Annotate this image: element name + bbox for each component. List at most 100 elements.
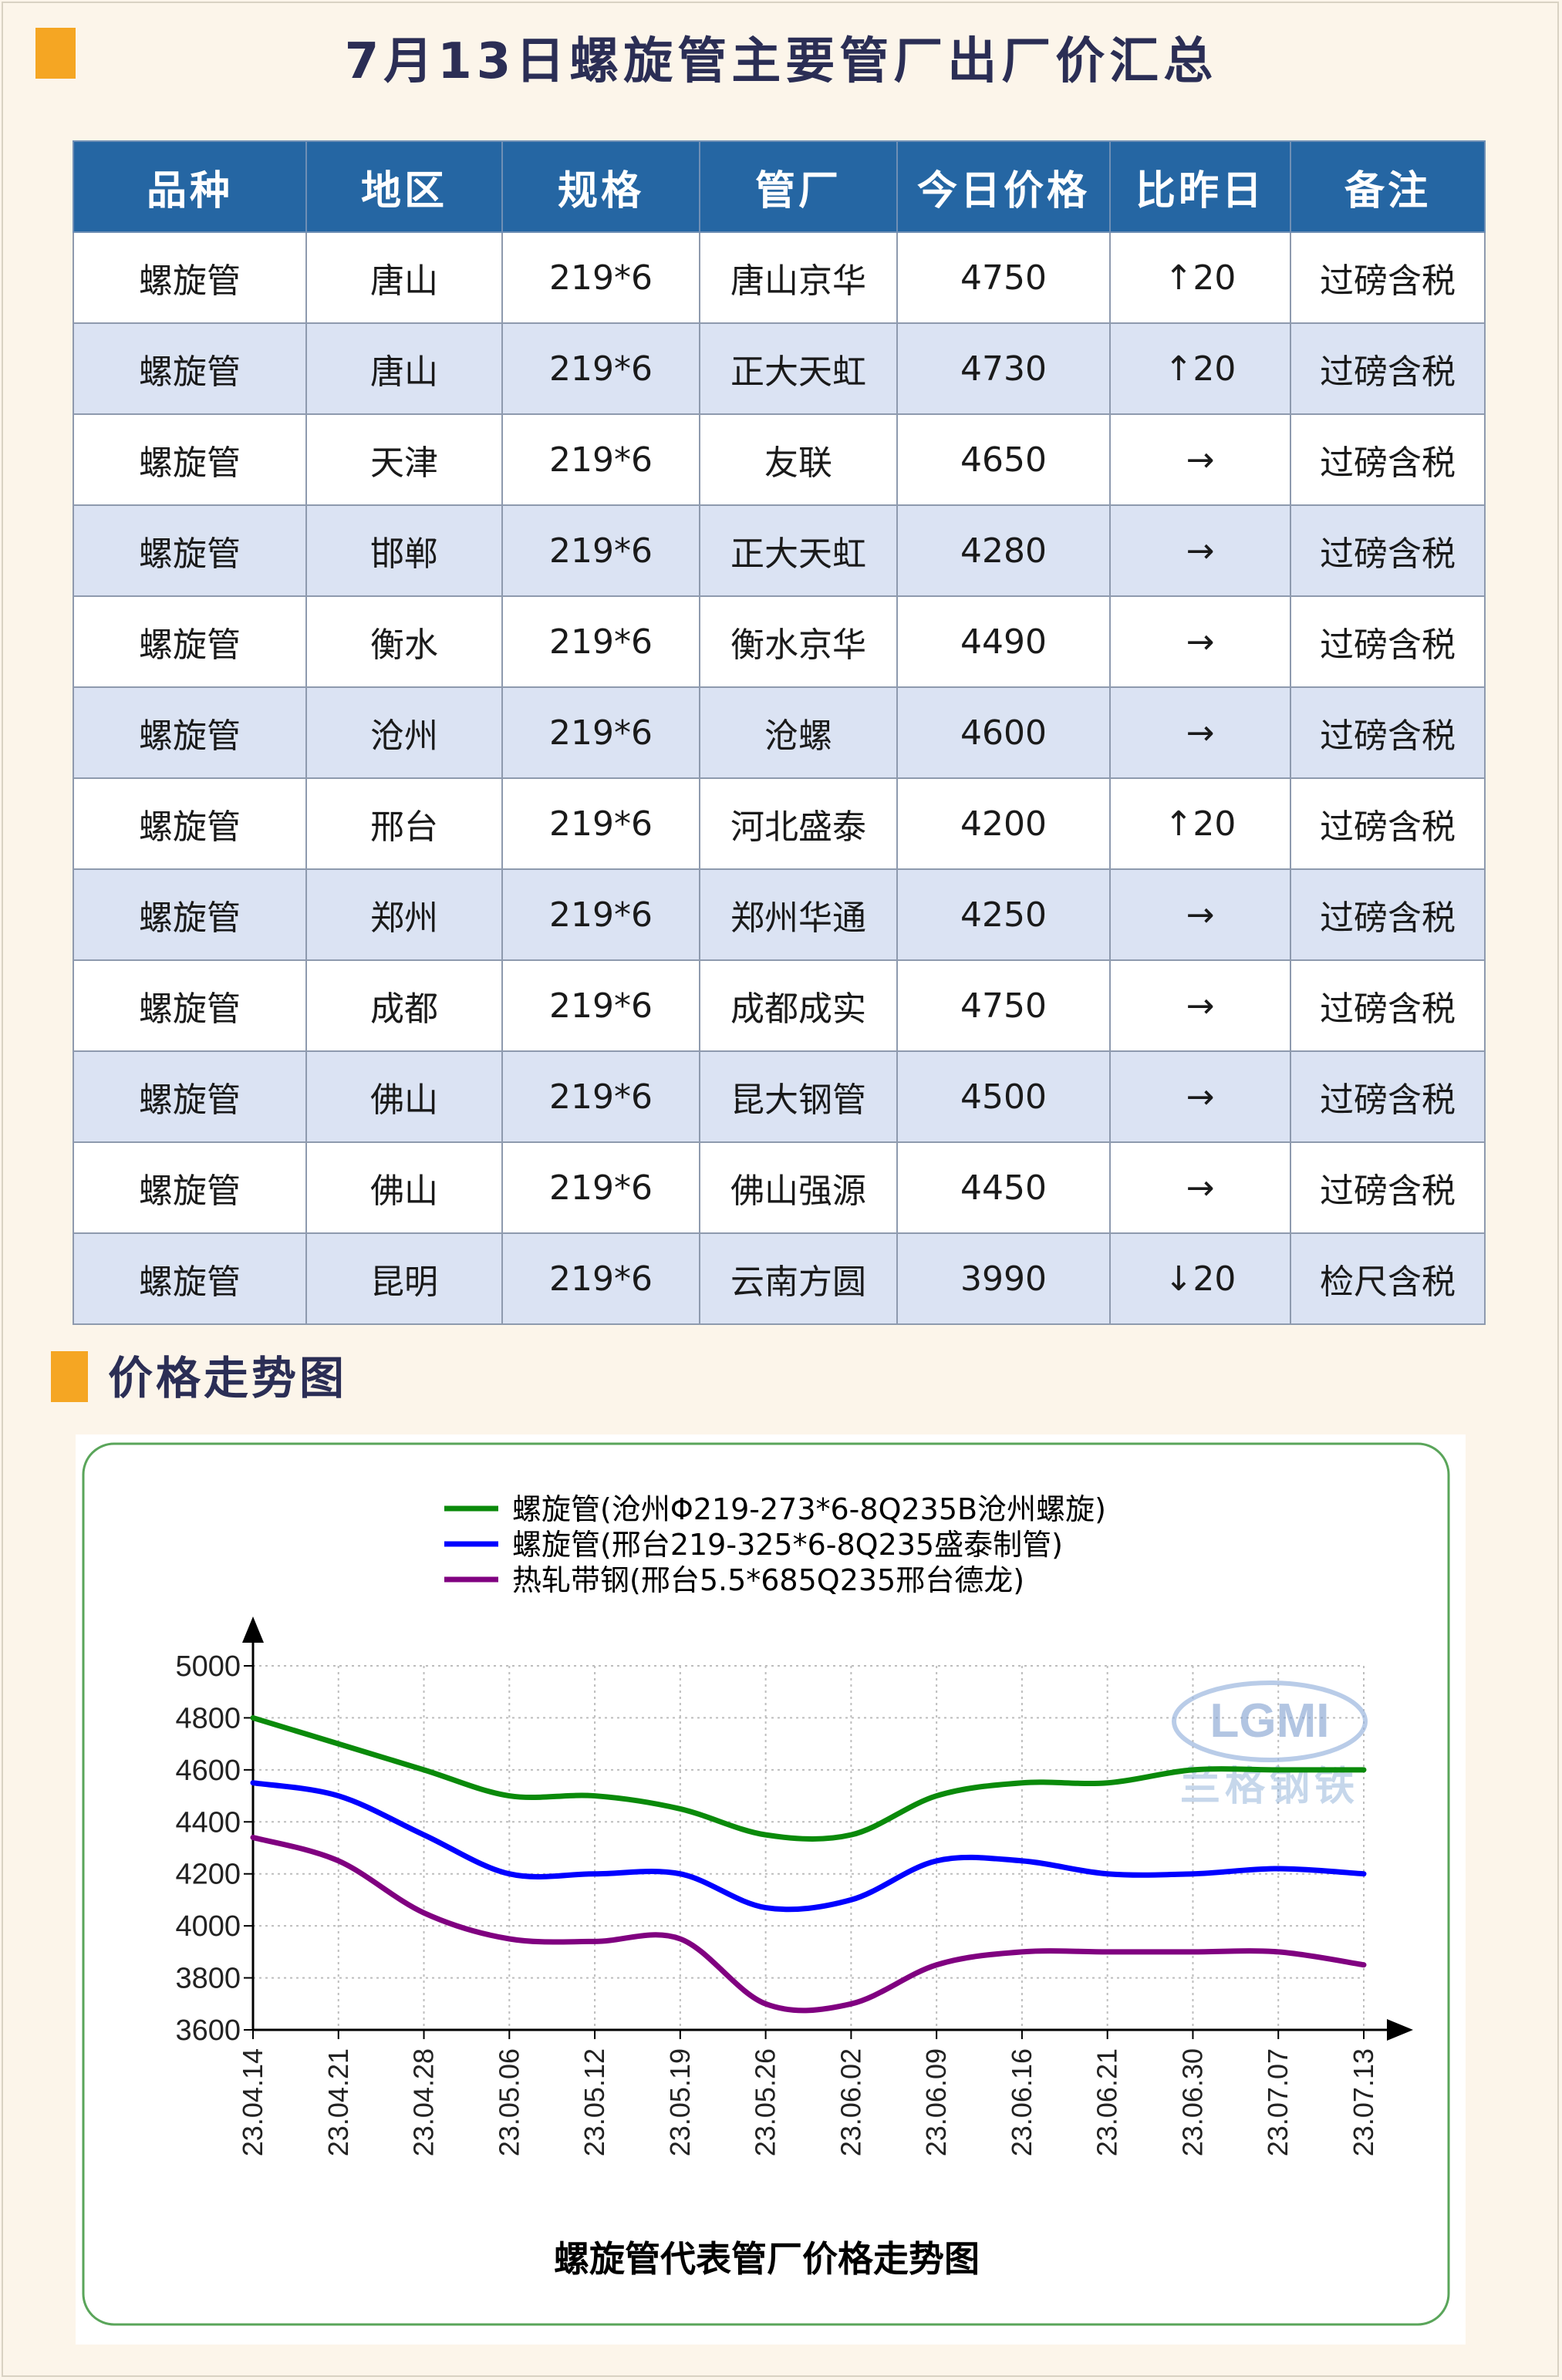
cell-spec: 219*6 <box>501 322 700 415</box>
cell-mill: 河北盛泰 <box>699 777 898 870</box>
cell-spec: 219*6 <box>501 777 700 870</box>
price-table: 品种 地区 规格 管厂 今日价格 比昨日 备注 螺旋管 唐山 219*6 唐山京华 47… <box>73 140 1486 1325</box>
cell-region: 郑州 <box>305 868 503 961</box>
x-tick-label: 23.05.26 <box>750 2048 781 2156</box>
cell-note: 过磅含税 <box>1290 231 1486 324</box>
x-tick-label: 23.04.21 <box>322 2048 354 2156</box>
cell-spec: 219*6 <box>501 959 700 1052</box>
cell-region: 唐山 <box>305 322 503 415</box>
series-line-1 <box>250 1714 1367 1842</box>
cell-region: 邢台 <box>305 777 503 870</box>
x-tick-label: 23.06.21 <box>1091 2048 1123 2156</box>
cell-region: 昆明 <box>305 1232 503 1325</box>
table-row: 螺旋管 沧州 219*6 沧螺 4600 → 过磅含税 <box>73 686 1486 779</box>
table-row: 螺旋管 邢台 219*6 河北盛泰 4200 ↑20 过磅含税 <box>73 777 1486 870</box>
cell-price: 4250 <box>896 868 1111 961</box>
header-product: 品种 <box>73 140 307 233</box>
cell-product: 螺旋管 <box>73 686 307 779</box>
x-axis-arrow <box>1387 2019 1413 2041</box>
cell-mill: 友联 <box>699 413 898 506</box>
cell-product: 螺旋管 <box>73 1232 307 1325</box>
cell-note: 过磅含税 <box>1290 686 1486 779</box>
y-tick-label: 3600 <box>175 2014 241 2047</box>
table-row: 螺旋管 佛山 219*6 昆大钢管 4500 → 过磅含税 <box>73 1050 1486 1143</box>
chart-series <box>250 1714 1367 2014</box>
y-tick-label: 3800 <box>175 1963 241 1995</box>
header-note: 备注 <box>1290 140 1486 233</box>
y-tick-label: 5000 <box>175 1650 241 1683</box>
cell-note: 过磅含税 <box>1290 777 1486 870</box>
header-change: 比昨日 <box>1109 140 1291 233</box>
cell-note: 过磅含税 <box>1290 868 1486 961</box>
cell-change: → <box>1109 504 1291 597</box>
cell-product: 螺旋管 <box>73 1141 307 1234</box>
chart-legend: 螺旋管(沧州Φ219-273*6-8Q235B沧州螺旋)螺旋管(邢台219-32… <box>444 1492 1106 1597</box>
cell-price: 4750 <box>896 959 1111 1052</box>
cell-note: 过磅含税 <box>1290 1141 1486 1234</box>
cell-price: 4200 <box>896 777 1111 870</box>
cell-change: → <box>1109 868 1291 961</box>
chart-title: 螺旋管代表管厂价格走势图 <box>554 2238 980 2280</box>
cell-mill: 昆大钢管 <box>699 1050 898 1143</box>
cell-spec: 219*6 <box>501 504 700 597</box>
cell-product: 螺旋管 <box>73 777 307 870</box>
header-mill: 管厂 <box>699 140 898 233</box>
y-tick-label: 4600 <box>175 1755 241 1787</box>
y-tick-label: 4800 <box>175 1702 241 1734</box>
x-tick-label: 23.06.30 <box>1176 2048 1208 2156</box>
cell-mill: 正大天虹 <box>699 322 898 415</box>
cell-region: 邯郸 <box>305 504 503 597</box>
header-spec: 规格 <box>501 140 700 233</box>
watermark-logo-text: LGMI <box>1210 1694 1330 1748</box>
header-region: 地区 <box>305 140 503 233</box>
cell-price: 4490 <box>896 595 1111 688</box>
cell-product: 螺旋管 <box>73 322 307 415</box>
cell-spec: 219*6 <box>501 595 700 688</box>
x-tick-label: 23.04.14 <box>237 2048 268 2156</box>
cell-change: ↑20 <box>1109 777 1291 870</box>
cell-change: → <box>1109 1050 1291 1143</box>
x-tick-label: 23.06.09 <box>920 2048 952 2156</box>
cell-product: 螺旋管 <box>73 231 307 324</box>
cell-change: → <box>1109 959 1291 1052</box>
cell-region: 唐山 <box>305 231 503 324</box>
cell-price: 4750 <box>896 231 1111 324</box>
x-tick-label: 23.07.13 <box>1348 2048 1379 2156</box>
cell-product: 螺旋管 <box>73 595 307 688</box>
watermark-logo-ring <box>1172 1680 1368 1762</box>
cell-note: 过磅含税 <box>1290 322 1486 415</box>
cell-price: 4450 <box>896 1141 1111 1234</box>
cell-mill: 郑州华通 <box>699 868 898 961</box>
cell-mill: 沧螺 <box>699 686 898 779</box>
cell-price: 4500 <box>896 1050 1111 1143</box>
cell-region: 天津 <box>305 413 503 506</box>
cell-spec: 219*6 <box>501 413 700 506</box>
y-tick-label: 4400 <box>175 1806 241 1839</box>
cell-region: 沧州 <box>305 686 503 779</box>
x-tick-label: 23.05.06 <box>493 2048 525 2156</box>
cell-product: 螺旋管 <box>73 959 307 1052</box>
x-tick-label: 23.05.19 <box>664 2048 696 2156</box>
cell-product: 螺旋管 <box>73 1050 307 1143</box>
cell-product: 螺旋管 <box>73 504 307 597</box>
cell-change: ↑20 <box>1109 322 1291 415</box>
chart-axes: 3600 3800 4000 4200 4400 4600 4800 5000 23.04.14… <box>175 1616 1413 2156</box>
legend-label-2: 螺旋管(邢台219-325*6-8Q235盛泰制管) <box>512 1528 1063 1562</box>
cell-change: ↑20 <box>1109 231 1291 324</box>
y-tick-label: 4000 <box>175 1910 241 1943</box>
cell-price: 3990 <box>896 1232 1111 1325</box>
legend-label-1: 螺旋管(沧州Φ219-273*6-8Q235B沧州螺旋) <box>512 1492 1106 1526</box>
cell-spec: 219*6 <box>501 1141 700 1234</box>
legend-label-3: 热轧带钢(邢台5.5*685Q235邢台德龙) <box>512 1563 1024 1597</box>
cell-spec: 219*6 <box>501 1232 700 1325</box>
table-row: 螺旋管 昆明 219*6 云南方圆 3990 ↓20 检尺含税 <box>73 1232 1486 1325</box>
section-title: 价格走势图 <box>108 1352 348 1404</box>
cell-note: 过磅含税 <box>1290 595 1486 688</box>
table-row: 螺旋管 唐山 219*6 正大天虹 4730 ↑20 过磅含税 <box>73 322 1486 415</box>
cell-mill: 衡水京华 <box>699 595 898 688</box>
cell-mill: 云南方圆 <box>699 1232 898 1325</box>
price-trend-chart: 3600 3800 4000 4200 4400 4600 4800 5000 23.04.14… <box>82 1442 1450 2326</box>
cell-mill: 佛山强源 <box>699 1141 898 1234</box>
table-row: 螺旋管 邯郸 219*6 正大天虹 4280 → 过磅含税 <box>73 504 1486 597</box>
